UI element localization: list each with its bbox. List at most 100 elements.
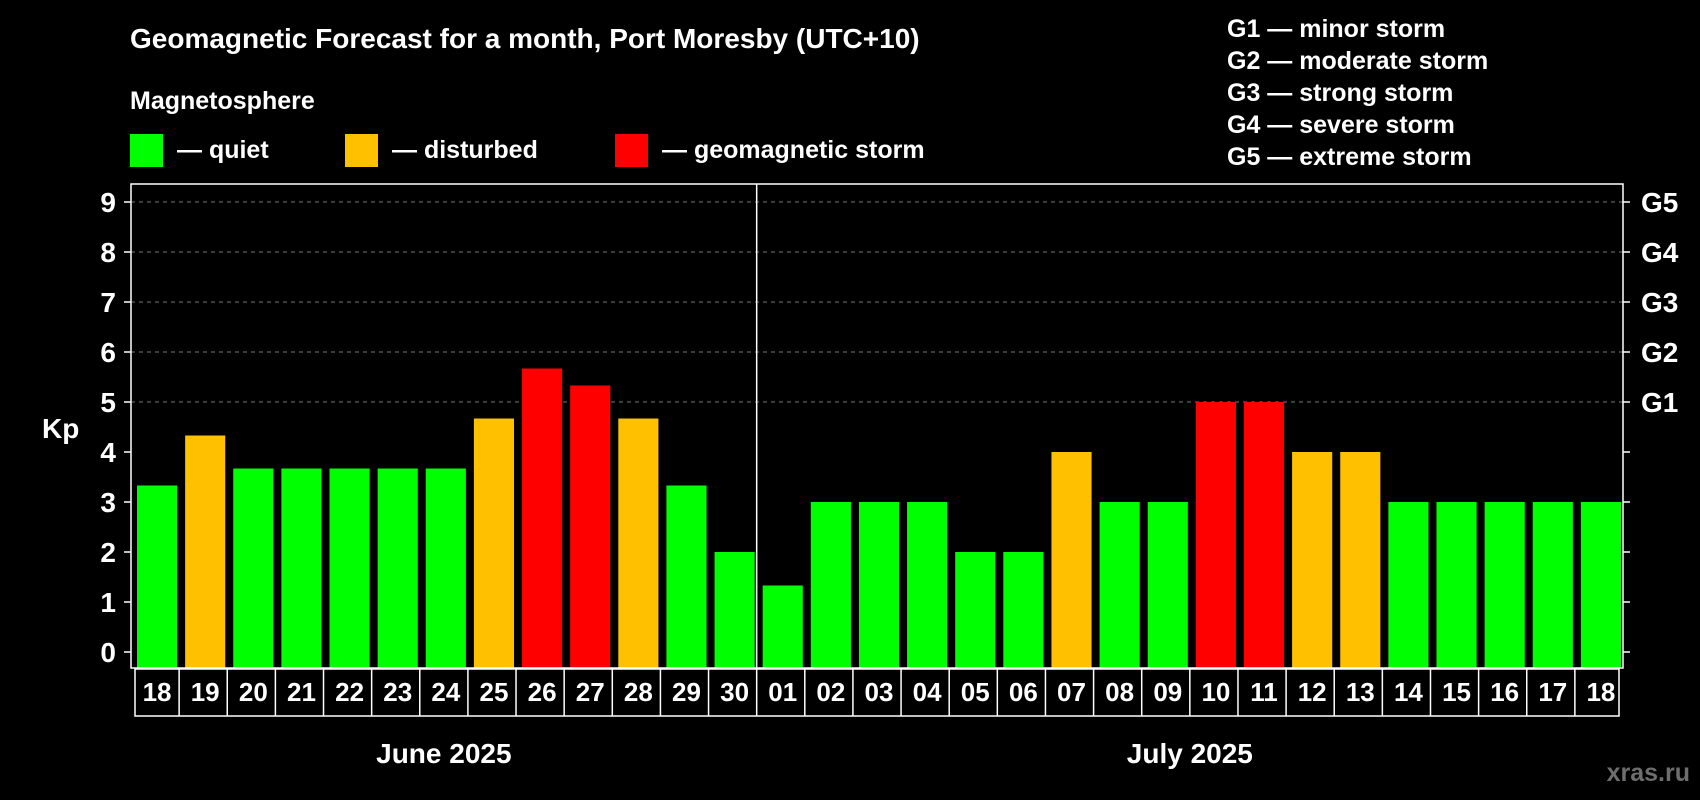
day-label-12: 30 (720, 677, 749, 707)
right-axis-label-G1: G1 (1641, 387, 1678, 418)
bar-14 (810, 502, 851, 668)
bar-27 (1436, 502, 1477, 668)
bar-20 (1099, 502, 1140, 668)
day-label-26: 14 (1394, 677, 1423, 707)
day-label-29: 17 (1538, 677, 1567, 707)
day-label-14: 02 (816, 677, 845, 707)
day-label-15: 03 (865, 677, 894, 707)
bar-11 (666, 485, 707, 668)
day-label-23: 11 (1250, 677, 1278, 707)
bar-21 (1147, 502, 1188, 668)
day-label-16: 04 (913, 677, 942, 707)
y-tick-label-0: 0 (100, 637, 116, 668)
day-label-28: 16 (1490, 677, 1519, 707)
legend-label-2: — geomagnetic storm (662, 136, 925, 164)
y-tick-label-3: 3 (100, 487, 116, 518)
day-label-21: 09 (1153, 677, 1182, 707)
bar-28 (1484, 502, 1525, 668)
right-axis-label-G4: G4 (1641, 237, 1679, 268)
y-tick-label-9: 9 (100, 187, 116, 218)
bar-4 (329, 468, 370, 668)
bar-19 (1051, 452, 1092, 668)
legend: — quiet — disturbed — geomagnetic storm (130, 134, 925, 167)
storm-scale-list: G1 — minor storm G2 — moderate storm G3 — … (1227, 15, 1488, 171)
day-label-10: 28 (624, 677, 653, 707)
bar-5 (377, 468, 418, 668)
day-label-22: 10 (1201, 677, 1230, 707)
day-label-24: 12 (1298, 677, 1327, 707)
bar-29 (1532, 502, 1573, 668)
bar-23 (1243, 402, 1285, 668)
chart-title: Geomagnetic Forecast for a month, Port M… (130, 23, 920, 54)
y-tick-label-4: 4 (100, 437, 116, 468)
day-label-4: 22 (335, 677, 364, 707)
bar-10 (618, 418, 659, 668)
day-label-11: 29 (672, 677, 701, 707)
day-label-0: 18 (143, 677, 172, 707)
bar-15 (858, 502, 900, 668)
day-label-3: 21 (287, 677, 316, 707)
y-tick-label-2: 2 (100, 537, 116, 568)
bars (137, 368, 1621, 668)
bar-16 (907, 502, 948, 668)
bar-2 (233, 468, 274, 668)
right-axis-label-G2: G2 (1641, 337, 1678, 368)
bar-26 (1388, 502, 1429, 668)
y-tick-label-8: 8 (100, 237, 116, 268)
storm-scale-item-4: G5 — extreme storm (1227, 143, 1472, 171)
y-tick-label-5: 5 (100, 387, 116, 418)
legend-swatch-0 (130, 134, 163, 167)
day-label-30: 18 (1586, 677, 1615, 707)
day-label-6: 24 (431, 677, 460, 707)
day-label-8: 26 (528, 677, 557, 707)
day-label-19: 07 (1057, 677, 1086, 707)
bar-3 (281, 468, 322, 668)
day-label-7: 25 (480, 677, 509, 707)
legend-title: Magnetosphere (130, 87, 315, 115)
y-axis-right: G1 G2 G3 G4 G5 (1623, 187, 1679, 653)
day-label-13: 01 (768, 677, 797, 707)
storm-scale-item-1: G2 — moderate storm (1227, 47, 1488, 75)
bar-25 (1340, 452, 1381, 668)
storm-scale-item-2: G3 — strong storm (1227, 79, 1453, 107)
day-label-2: 20 (239, 677, 268, 707)
bar-17 (955, 552, 996, 668)
y-tick-label-7: 7 (100, 287, 116, 318)
month-label-0: June 2025 (376, 738, 511, 769)
bar-7 (473, 418, 515, 668)
day-label-20: 08 (1105, 677, 1134, 707)
plot-frame (130, 183, 1624, 669)
day-label-25: 13 (1346, 677, 1375, 707)
month-labels: June 2025 July 2025 (376, 738, 1253, 769)
bar-13 (762, 585, 803, 668)
bar-22 (1195, 402, 1236, 668)
bar-0 (137, 485, 178, 668)
y-axis-left: 0 1 2 3 4 5 6 7 8 9 (100, 187, 131, 668)
watermark: xras.ru (1607, 759, 1690, 787)
day-label-18: 06 (1009, 677, 1038, 707)
bar-30 (1580, 502, 1621, 668)
bar-1 (185, 435, 226, 668)
right-axis-label-G3: G3 (1641, 287, 1678, 318)
storm-scale-item-3: G4 — severe storm (1227, 111, 1455, 139)
day-axis: 18 19 20 21 22 23 24 25 26 27 28 29 30 01 02 03 04 05 06 07… (134, 668, 1620, 717)
month-label-1: July 2025 (1127, 738, 1253, 769)
legend-label-1: — disturbed (392, 136, 538, 164)
bar-6 (425, 468, 466, 668)
storm-scale-item-0: G1 — minor storm (1227, 15, 1445, 43)
legend-label-0: — quiet (177, 136, 269, 164)
day-label-17: 05 (961, 677, 990, 707)
bar-18 (1003, 552, 1044, 668)
bar-12 (714, 552, 755, 668)
y-tick-label-1: 1 (100, 587, 116, 618)
grid-lines (131, 201, 1623, 403)
bar-8 (522, 368, 563, 668)
day-label-1: 19 (191, 677, 220, 707)
day-axis-frame (134, 668, 1620, 717)
y-axis-label: Kp (42, 413, 79, 444)
day-label-9: 27 (576, 677, 605, 707)
legend-swatch-2 (615, 134, 648, 167)
day-label-5: 23 (383, 677, 412, 707)
bar-24 (1292, 452, 1333, 668)
